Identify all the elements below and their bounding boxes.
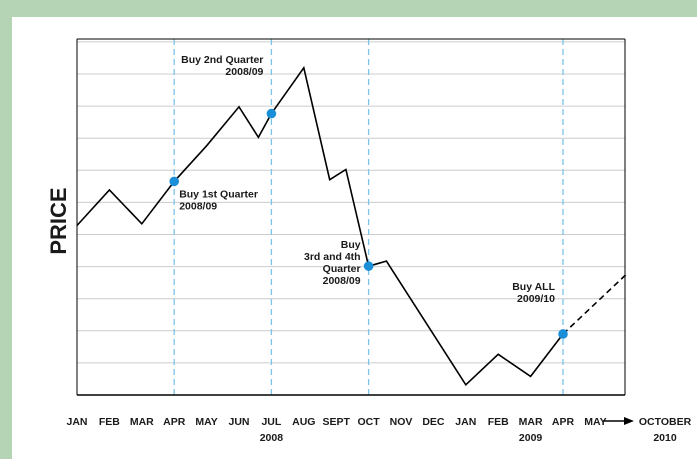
chart-labels: Buy 1st Quarter 2008/09 Buy 2nd Quarter 200… (46, 54, 692, 444)
x-tick-label: JAN (66, 416, 87, 428)
arrow-end-year: 2010 (653, 432, 677, 444)
buy-marker (363, 261, 374, 271)
x-axis-arrow-head (624, 417, 634, 425)
y-axis-label: PRICE (46, 187, 71, 254)
buy-guide-lines (173, 39, 564, 395)
buy-label-q1: Buy 1st Quarter 2008/09 (179, 188, 258, 212)
x-year-label: 2009 (519, 432, 543, 444)
x-tick-label: MAR (130, 416, 154, 428)
x-tick-label: SEPT (322, 416, 350, 428)
x-tick-label: MAY (584, 416, 606, 428)
buy-marker (169, 176, 179, 187)
buy-label-q2: Buy 2nd Quarter 2008/09 (181, 54, 263, 78)
x-tick-label: APR (163, 416, 186, 428)
x-tick-label: MAY (195, 416, 217, 428)
gridlines (77, 41, 625, 364)
buy-marker (558, 329, 568, 339)
x-tick-label: NOV (390, 416, 413, 428)
x-tick-label: AUG (292, 416, 315, 428)
chart-panel (12, 17, 697, 459)
price-line (76, 65, 564, 387)
x-tick-label: JUN (228, 416, 249, 428)
x-tick-label: APR (552, 416, 575, 428)
buy-markers (169, 108, 568, 339)
x-year-label: 2008 (260, 432, 284, 444)
price-series (76, 65, 629, 387)
x-tick-label: OCT (358, 416, 381, 428)
axes (76, 38, 634, 425)
buy-marker (266, 108, 277, 119)
x-tick-label: DEC (422, 416, 445, 428)
x-tick-label: FEB (99, 416, 120, 428)
arrow-end-label: OCTOBER (639, 416, 692, 428)
x-tick-label: JAN (455, 416, 476, 428)
buy-label-q3q4: Buy 3rd and 4th Quarter 2008/09 (304, 239, 361, 287)
x-tick-label: JUL (261, 416, 281, 428)
x-tick-label: MAR (519, 416, 543, 428)
buy-label-all: Buy ALL 2009/10 (512, 281, 555, 305)
projected-price-line (562, 272, 629, 335)
x-tick-label: FEB (488, 416, 509, 428)
